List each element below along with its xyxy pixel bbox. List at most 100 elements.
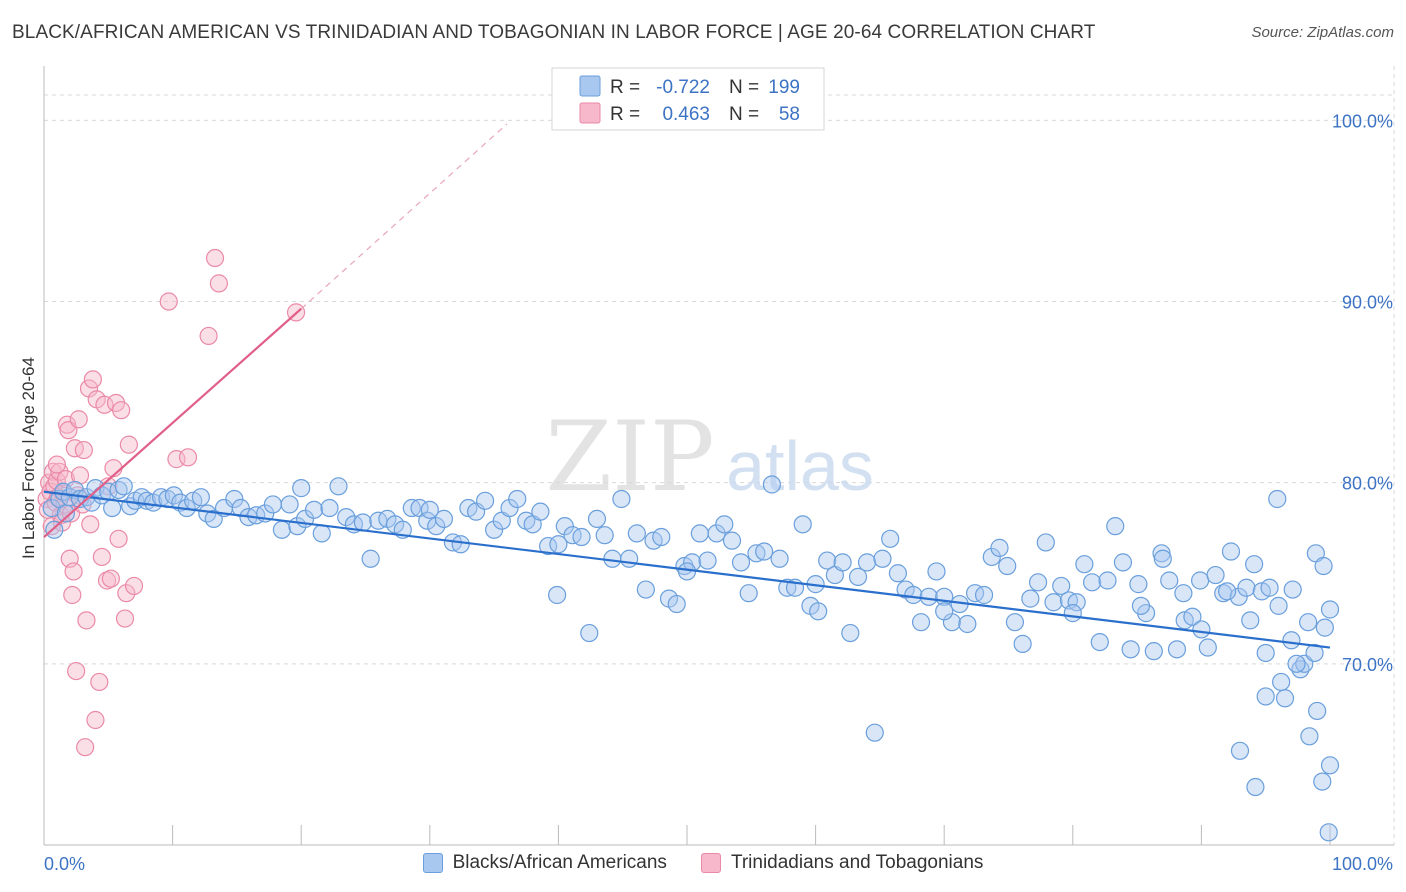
trinidadian-point xyxy=(47,455,66,474)
black-point xyxy=(927,562,946,581)
black-point xyxy=(731,553,751,572)
black-point xyxy=(304,500,324,519)
black-point xyxy=(841,623,860,643)
black-point xyxy=(1206,565,1225,585)
black-point xyxy=(833,553,852,572)
black-point xyxy=(114,477,133,496)
black-point xyxy=(1028,573,1048,592)
black-point xyxy=(1090,632,1109,652)
black-point xyxy=(636,580,655,599)
trinidadian-point xyxy=(101,569,120,588)
black-point xyxy=(1192,620,1211,639)
trinidadian-point xyxy=(50,462,69,481)
black-point xyxy=(1221,542,1241,561)
legend-label-black: Blacks/African Americans xyxy=(452,852,667,873)
black-point xyxy=(990,538,1009,557)
stats-n-label: N = xyxy=(729,104,759,125)
black-point xyxy=(998,556,1017,576)
legend-swatch-pink xyxy=(700,853,721,873)
black-point xyxy=(1198,638,1217,657)
black-point xyxy=(1013,634,1032,654)
black-point xyxy=(698,551,717,570)
black-point xyxy=(1237,578,1256,597)
black-point xyxy=(247,506,266,525)
black-point xyxy=(667,594,686,614)
series-trinidadian-points xyxy=(37,248,306,757)
black-point xyxy=(103,498,122,518)
trinidadian-trend-extension xyxy=(300,123,508,310)
legend-item-trinidadian[interactable]: Trinidadians and Tobagonians xyxy=(700,852,983,874)
black-point xyxy=(420,500,439,519)
black-point xyxy=(958,614,977,634)
trinidadian-point xyxy=(95,395,114,414)
trinidadian-point xyxy=(81,515,100,534)
trinidadian-point xyxy=(199,326,218,346)
black-point xyxy=(865,723,884,742)
black-point xyxy=(434,509,454,529)
black-point xyxy=(337,507,356,527)
black-point xyxy=(1246,777,1265,797)
black-point xyxy=(1241,611,1260,630)
black-point xyxy=(1160,571,1179,590)
black-point xyxy=(1153,549,1172,568)
trinidadian-point xyxy=(83,370,102,389)
black-point xyxy=(1256,643,1275,663)
watermark-zip: ZIP xyxy=(545,401,714,513)
trinidadian-point xyxy=(74,440,93,460)
black-point xyxy=(881,529,900,548)
y-tick-label: 70.0% xyxy=(1342,655,1393,675)
trinidadian-point xyxy=(64,562,83,581)
black-point xyxy=(809,602,828,621)
black-point xyxy=(1245,555,1264,574)
black-point xyxy=(1113,553,1133,572)
black-point xyxy=(715,515,734,534)
grid-layer xyxy=(44,66,1395,845)
black-point xyxy=(1063,604,1082,623)
black-point xyxy=(549,535,568,554)
trinidadian-point xyxy=(67,661,86,681)
trinidadian-point xyxy=(63,585,82,605)
black-point xyxy=(1144,642,1163,661)
stats-r-value: -0.722 xyxy=(656,77,710,98)
trinidadian-point xyxy=(112,401,131,420)
trinidadian-point xyxy=(109,529,128,548)
stats-r-label: R = xyxy=(610,77,640,98)
black-point xyxy=(1268,489,1287,509)
trinidadian-point xyxy=(69,410,88,429)
black-point xyxy=(1174,584,1193,603)
y-tick-label: 80.0% xyxy=(1342,474,1393,494)
trinidadian-point xyxy=(76,738,95,757)
black-point xyxy=(1256,687,1275,706)
black-point xyxy=(1067,593,1086,612)
black-point xyxy=(793,515,812,534)
black-point xyxy=(603,549,622,568)
black-point xyxy=(1260,578,1279,597)
trinidadian-point xyxy=(115,609,135,628)
black-point xyxy=(402,498,421,518)
black-point xyxy=(272,520,292,539)
trinidadian-point xyxy=(77,611,96,630)
trinidadian-trend-line xyxy=(43,307,302,538)
black-point xyxy=(1320,600,1340,619)
black-point xyxy=(1314,556,1333,576)
black-point xyxy=(292,479,311,498)
trinidadian-point xyxy=(86,710,105,730)
black-point xyxy=(1300,727,1319,746)
black-point xyxy=(580,623,599,643)
black-point xyxy=(361,549,380,568)
black-point xyxy=(320,498,339,518)
chart-title: BLACK/AFRICAN AMERICAN VS TRINIDADIAN AN… xyxy=(12,22,1096,43)
black-point xyxy=(690,524,709,543)
trinidadian-point xyxy=(124,576,144,596)
black-point xyxy=(778,578,797,597)
black-point xyxy=(191,488,210,507)
x-tick-label: 100.0% xyxy=(1332,854,1393,874)
trinidadian-point xyxy=(70,466,90,485)
black-trend-line xyxy=(43,490,1331,649)
black-point xyxy=(1230,741,1250,760)
legend-item-black[interactable]: Blacks/African Americans xyxy=(422,852,667,874)
black-point xyxy=(1218,582,1237,601)
stats-n-value: 58 xyxy=(779,104,800,125)
black-point xyxy=(1269,596,1288,615)
